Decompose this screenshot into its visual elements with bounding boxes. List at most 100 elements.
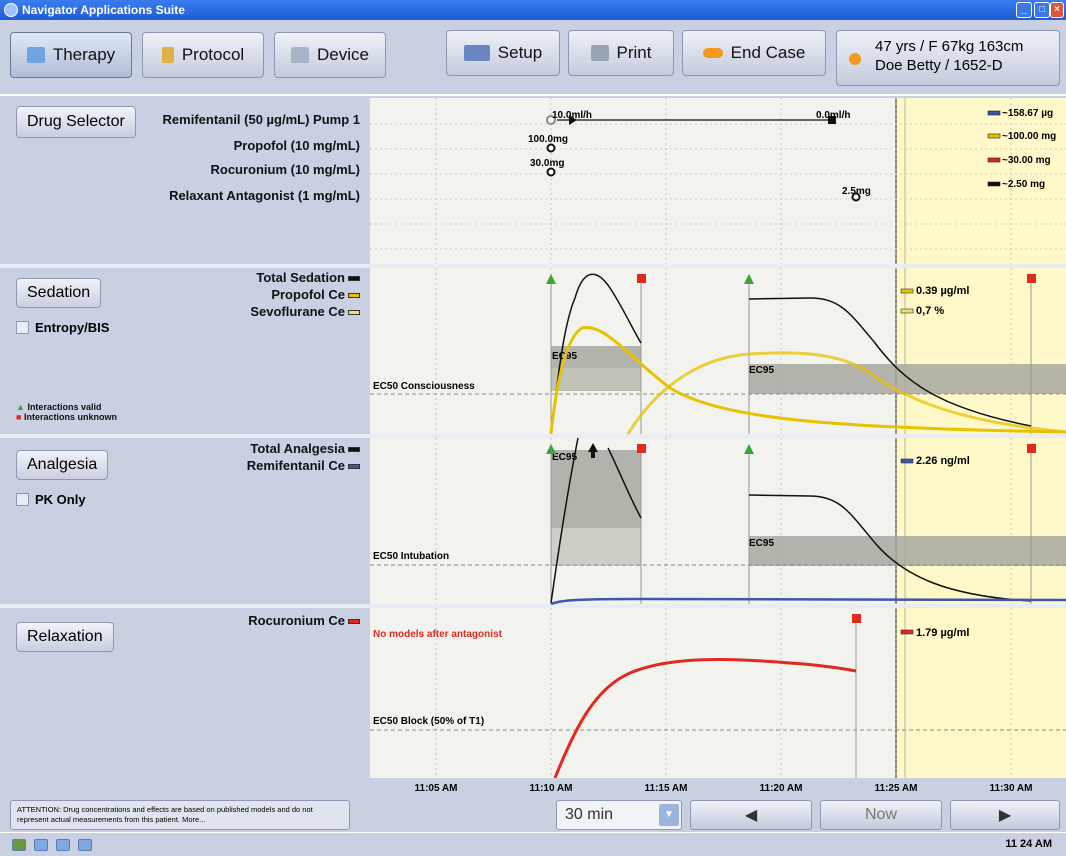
infusion-arrow-icon <box>569 115 577 125</box>
pk-only-checkbox[interactable]: PK Only <box>16 492 86 507</box>
rocuronium-bolus-marker <box>546 167 556 177</box>
device-label: Device <box>317 45 369 64</box>
device-icon <box>291 47 310 63</box>
total-analgesia-legend: Total Analgesia <box>250 441 360 456</box>
drug-row-remifentanil[interactable]: Remifentanil (50 µg/mL) Pump 1 <box>162 112 360 127</box>
setup-icon <box>463 45 490 61</box>
now-label: Now <box>864 806 897 823</box>
ec50-block-label: EC50 Block (50% of T1) <box>373 716 484 727</box>
unknown-square-icon <box>637 274 646 283</box>
interaction-legend: ▲ Interactions valid ■ Interactions unkn… <box>16 402 117 422</box>
device-icon[interactable] <box>56 839 70 851</box>
print-label: Print <box>616 43 652 62</box>
rocuronium-bolus-label: 30.0mg <box>530 158 564 169</box>
relaxation-panel: No models after antagonist EC50 Block (5… <box>370 614 1066 779</box>
time-range-value: 30 min <box>565 806 614 823</box>
remifentanil-ce-legend: Remifentanil Ce <box>247 458 360 473</box>
total-sedation-curve <box>748 297 1032 427</box>
sevoflurane-ce-legend: Sevoflurane Ce <box>250 304 360 319</box>
patient-name: Doe Betty / 1652-D <box>875 57 1003 74</box>
time-tick: 11:20 AM <box>760 783 803 794</box>
propofol-bolus-marker <box>546 143 556 153</box>
ec95-label-1: EC95 <box>552 452 577 463</box>
checkbox-box[interactable] <box>16 493 29 506</box>
maximize-button[interactable]: □ <box>1034 2 1050 18</box>
analgesia-panel: EC50 Intubation EC95 EC95 2.26 ng/ml <box>370 437 1066 606</box>
ec95-band <box>749 536 1066 566</box>
valid-triangle-icon <box>546 274 556 284</box>
patient-info-button[interactable]: 47 yrs / F 67kg 163cm Doe Betty / 1652-D <box>836 30 1060 86</box>
print-button[interactable]: Print <box>568 30 674 76</box>
rocuronium-ce-value: 1.79 µg/ml <box>916 627 969 639</box>
valid-triangle-icon <box>744 444 754 454</box>
square-icon: ■ <box>16 412 22 422</box>
propofol-ce-curve <box>549 326 1066 435</box>
toolbar: Therapy Protocol Device Setup Print End … <box>0 20 1066 96</box>
device-icon[interactable] <box>34 839 48 851</box>
protocol-label: Protocol <box>181 45 245 64</box>
infusion-start-marker <box>546 115 556 125</box>
clock: 11 24 AM <box>1005 838 1052 850</box>
rocuronium-ce-legend: Rocuronium Ce <box>248 613 360 628</box>
close-button[interactable]: × <box>1050 2 1064 18</box>
propofol-bolus-label: 100.0mg <box>528 134 568 145</box>
valid-triangle-icon <box>744 274 754 284</box>
time-range-select[interactable]: 30 min ▼ <box>556 800 682 830</box>
propofol-total: ~100.00 mg <box>1002 131 1056 142</box>
up-arrow-icon <box>588 443 598 452</box>
now-button[interactable]: Now <box>820 800 942 830</box>
end-case-button[interactable]: End Case <box>682 30 826 76</box>
status-bar: 11 24 AM <box>0 832 1066 856</box>
checkbox-box[interactable] <box>16 321 29 334</box>
chevron-down-icon[interactable]: ▼ <box>659 804 679 826</box>
device-tab[interactable]: Device <box>274 32 386 78</box>
no-models-label: No models after antagonist <box>373 629 503 640</box>
time-tick: 11:10 AM <box>530 783 573 794</box>
rocuronium-ce-curve <box>553 657 857 779</box>
minimize-button[interactable]: _ <box>1016 2 1032 18</box>
drug-selector-button[interactable]: Drug Selector <box>16 106 136 138</box>
total-analgesia-curve <box>550 437 579 604</box>
infusion-rate-stop: 0.0ml/h <box>816 110 850 121</box>
sedation-label: Sedation <box>27 284 91 301</box>
infusion-rate-start: 10.0ml/h <box>552 110 592 121</box>
device-icon[interactable] <box>78 839 92 851</box>
drug-row-propofol[interactable]: Propofol (10 mg/mL) <box>233 138 360 153</box>
sevoflurane-ce-value: 0,7 % <box>916 305 944 317</box>
remifentanil-ce-curve <box>550 597 1066 606</box>
analgesia-button[interactable]: Analgesia <box>16 450 109 480</box>
timeline-plot[interactable]: 10.0ml/h 0.0ml/h 100.0mg 30.0mg 2.5mg ~1… <box>370 98 1066 798</box>
drug-row-rocuronium[interactable]: Rocuronium (10 mg/mL) <box>210 162 360 177</box>
sedation-button[interactable]: Sedation <box>16 278 102 308</box>
remifentanil-ce-value: 2.26 ng/ml <box>916 455 970 467</box>
pk-only-label: PK Only <box>35 492 86 507</box>
total-analgesia-curve <box>748 494 1032 602</box>
unknown-square-icon <box>637 444 646 453</box>
network-icon[interactable] <box>12 839 26 851</box>
relaxation-button[interactable]: Relaxation <box>16 622 114 652</box>
drug-selector-label: Drug Selector <box>27 113 125 130</box>
left-panel: Drug Selector Remifentanil (50 µg/mL) Pu… <box>6 98 368 798</box>
total-sedation-legend: Total Sedation <box>256 270 360 285</box>
rocuronium-total: ~30.00 mg <box>1002 155 1051 166</box>
analgesia-label: Analgesia <box>27 456 98 473</box>
time-tick: 11:05 AM <box>415 783 458 794</box>
therapy-tab[interactable]: Therapy <box>10 32 132 78</box>
ec50-intubation-label: EC50 Intubation <box>373 551 449 562</box>
previous-icon: ◀ <box>744 807 758 824</box>
drug-row-antagonist[interactable]: Relaxant Antagonist (1 mg/mL) <box>169 188 360 203</box>
attention-note[interactable]: ATTENTION: Drug concentrations and effec… <box>10 800 350 830</box>
setup-label: Setup <box>497 43 543 62</box>
next-button[interactable]: ▶ <box>950 800 1060 830</box>
entropy-bis-checkbox[interactable]: Entropy/BIS <box>16 320 109 335</box>
previous-button[interactable]: ◀ <box>690 800 812 830</box>
ec95-label-2: EC95 <box>749 538 774 549</box>
protocol-tab[interactable]: Protocol <box>142 32 264 78</box>
clipboard-icon <box>161 47 174 63</box>
setup-button[interactable]: Setup <box>446 30 560 76</box>
triangle-icon: ▲ <box>16 402 25 412</box>
time-tick: 11:30 AM <box>990 783 1033 794</box>
patient-icon <box>849 53 861 65</box>
printer-icon <box>590 45 609 61</box>
antagonist-bolus-label: 2.5mg <box>842 186 871 197</box>
